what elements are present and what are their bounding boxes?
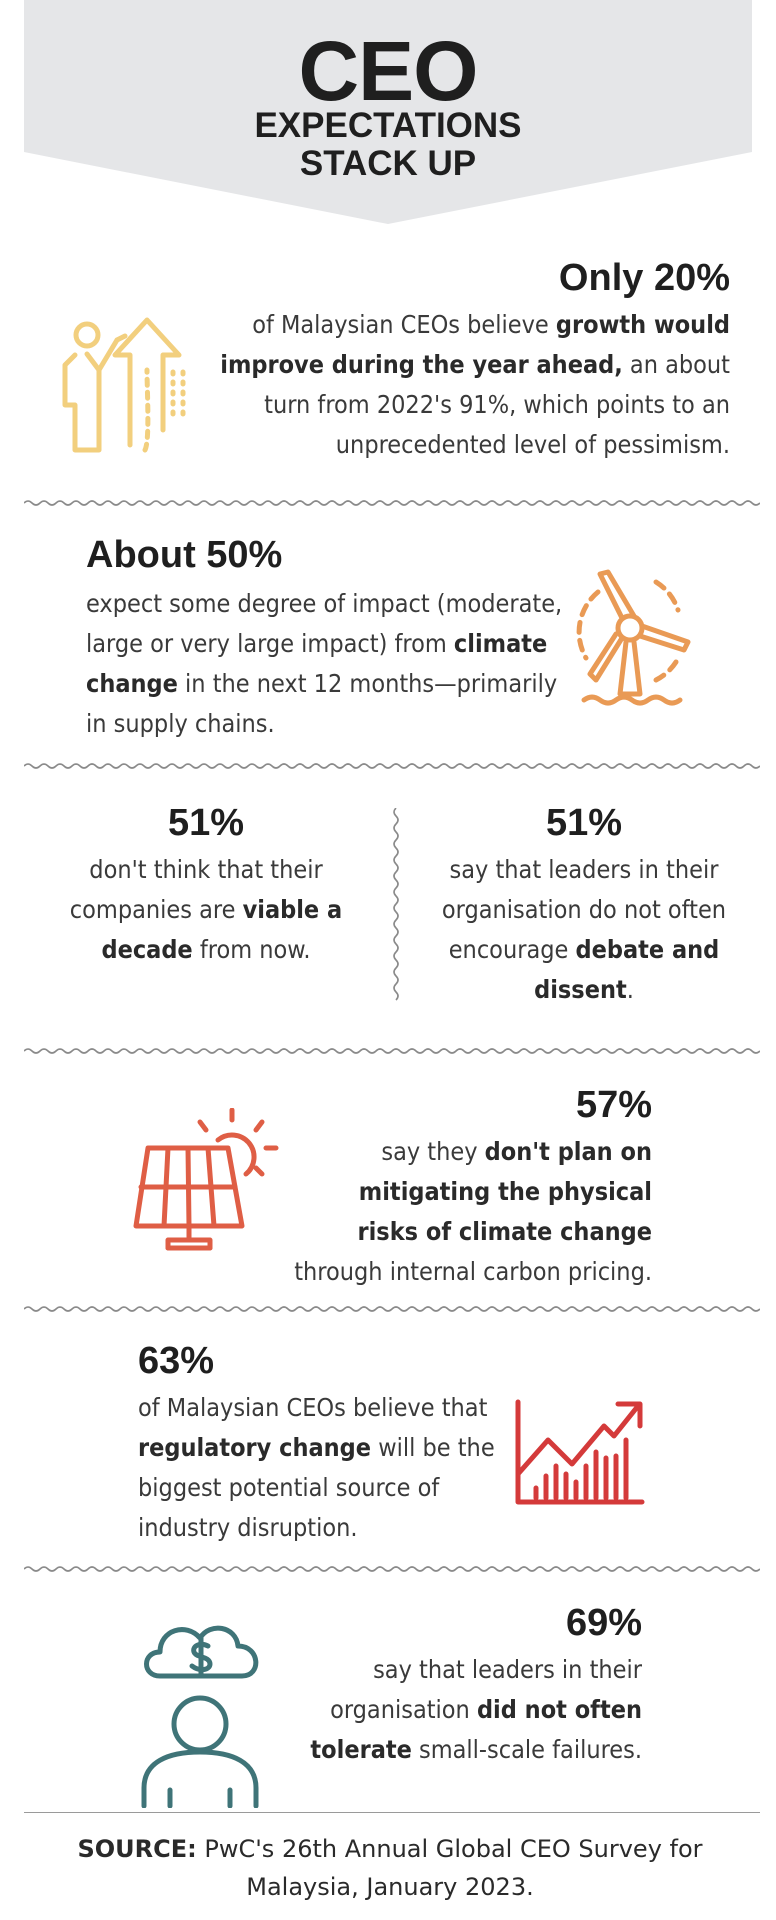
wind-turbine-icon [576, 569, 691, 706]
stat-description: say that leaders in their organisation d… [441, 855, 727, 1004]
stat-headline: 51% [545, 802, 623, 844]
header-banner: CEO EXPECTATIONS STACK UP [24, 0, 752, 224]
stat-section-carbon-pricing: 57% say they don't plan on mitigating th… [292, 1082, 652, 1292]
rising-chart-icon [515, 1399, 645, 1505]
stat-section-growth: Only 20% of Malaysian CEOs believe growt… [220, 255, 730, 465]
section-divider [24, 1306, 760, 1312]
stat-description: expect some degree of impact (moderate, … [86, 589, 563, 738]
stat-description: don't think that their companies are via… [69, 855, 343, 964]
section-divider [24, 1566, 760, 1572]
solar-panel-sun-icon [133, 1108, 279, 1251]
banner-background [24, 0, 752, 224]
stat-headline: 63% [138, 1340, 215, 1382]
stat-headline: Only 20% [558, 257, 730, 299]
stat-headline: 57% [575, 1084, 652, 1126]
page-subtitle-line2: STACK UP [299, 144, 477, 183]
source-note: SOURCE: PwC's 26th Annual Global CEO Sur… [40, 1830, 740, 1906]
stat-headline: 51% [167, 802, 245, 844]
stat-section-regulatory: 63% of Malaysian CEOs believe that regul… [138, 1338, 508, 1548]
stat-description: of Malaysian CEOs believe that regulator… [138, 1393, 495, 1542]
person-money-cloud-icon [141, 1625, 259, 1808]
stat-headline: 69% [565, 1602, 642, 1644]
stat-section-viability: 51% don't think that their companies are… [56, 800, 356, 970]
stat-section-debate: 51% say that leaders in their organisati… [424, 800, 744, 1010]
stat-section-climate-impact: About 50% expect some degree of impact (… [86, 532, 566, 744]
person-growth-arrow-icon [62, 317, 186, 453]
stat-description: of Malaysian CEOs believe growth would i… [220, 310, 730, 459]
source-text: PwC's 26th Annual Global CEO Survey for … [196, 1835, 703, 1901]
stat-headline: About 50% [86, 534, 283, 576]
column-divider [393, 808, 399, 1001]
footer-divider [24, 1812, 760, 1813]
source-label: SOURCE: [77, 1835, 197, 1863]
stat-description: say that leaders in their organisation d… [310, 1655, 642, 1764]
section-divider [24, 763, 760, 769]
page-subtitle-line1: EXPECTATIONS [254, 106, 522, 145]
section-divider [24, 1048, 760, 1054]
stat-section-failures: 69% say that leaders in their organisati… [282, 1600, 642, 1770]
page-title: CEO [298, 24, 478, 118]
stat-description: say they don't plan on mitigating the ph… [294, 1137, 652, 1286]
section-divider [24, 500, 760, 506]
